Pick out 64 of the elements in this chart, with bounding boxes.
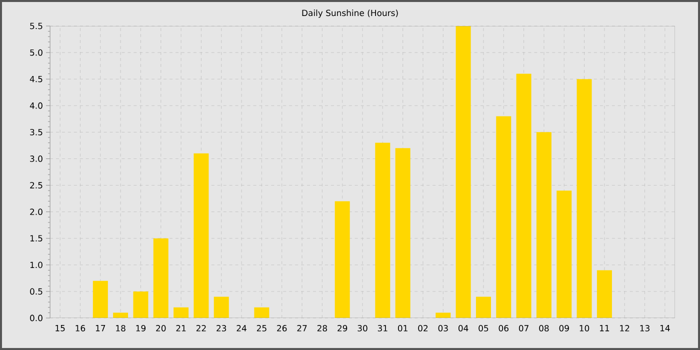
- x-tick-label: 17: [96, 325, 106, 332]
- bar: [395, 148, 410, 318]
- x-tick-label: 30: [358, 325, 368, 332]
- x-tick-label: 07: [518, 325, 528, 332]
- x-tick-label: 13: [640, 325, 650, 332]
- x-tick-label: 06: [498, 325, 508, 332]
- bar: [436, 312, 451, 318]
- x-tick-label: 14: [660, 325, 670, 332]
- y-tick-label: 5.5: [30, 22, 42, 30]
- x-tick-label: 24: [236, 325, 246, 332]
- bar: [133, 291, 148, 318]
- x-tick-label: 23: [216, 325, 226, 332]
- x-tick-label: 10: [580, 325, 590, 332]
- bar: [456, 26, 471, 318]
- x-tick-label: 18: [116, 325, 126, 332]
- y-tick-label: 1.5: [30, 235, 42, 242]
- bar: [153, 238, 168, 318]
- y-tick-label: 5.0: [30, 49, 42, 56]
- x-tick-label: 21: [176, 325, 186, 332]
- x-tick-label: 16: [76, 325, 86, 332]
- bar: [334, 201, 350, 318]
- x-tick-label: 15: [56, 325, 65, 332]
- bar: [476, 296, 491, 318]
- x-tick-label: 03: [438, 325, 448, 332]
- x-tick-label: 02: [418, 325, 428, 332]
- bar: [516, 74, 532, 318]
- bar: [496, 116, 512, 318]
- y-tick-label: 3.0: [30, 156, 42, 162]
- x-tick-label: 04: [458, 325, 468, 332]
- y-tick-label: 4.0: [30, 102, 42, 109]
- x-tick-label: 11: [600, 325, 610, 332]
- x-tick-label: 25: [256, 325, 266, 332]
- x-tick-label: 22: [196, 325, 206, 332]
- x-tick-label: 20: [156, 325, 166, 332]
- bar: [214, 296, 229, 318]
- bar: [596, 270, 612, 318]
- y-tick-label: 1.0: [30, 262, 42, 268]
- bar: [254, 307, 270, 318]
- bar: [113, 312, 128, 318]
- x-tick-label: 19: [136, 325, 146, 332]
- x-tick-label: 01: [398, 325, 408, 332]
- y-tick-label: 2.0: [30, 208, 42, 216]
- y-tick-label: 0.5: [30, 288, 42, 295]
- y-tick-label: 0.0: [30, 314, 42, 322]
- x-tick-label: 12: [620, 325, 630, 332]
- y-tick-label: 4.5: [30, 76, 42, 82]
- x-tick-label: 31: [378, 325, 388, 332]
- bar: [174, 307, 189, 318]
- bar: [375, 142, 390, 318]
- y-tick-label: 3.5: [30, 128, 42, 136]
- x-tick-label: 05: [478, 325, 488, 332]
- x-tick-label: 27: [297, 325, 307, 332]
- x-tick-label: 08: [539, 325, 549, 332]
- bar: [576, 79, 592, 318]
- chart-title: Daily Sunshine (Hours): [302, 10, 398, 18]
- bar: [556, 190, 572, 318]
- x-tick-label: 29: [338, 325, 348, 332]
- x-tick-label: 09: [559, 325, 569, 332]
- y-tick-label: 2.5: [30, 182, 42, 188]
- x-tick-label: 28: [317, 325, 327, 332]
- bar: [536, 132, 552, 318]
- bar: [194, 153, 209, 318]
- bar: [92, 280, 108, 318]
- x-tick-label: 26: [277, 325, 287, 332]
